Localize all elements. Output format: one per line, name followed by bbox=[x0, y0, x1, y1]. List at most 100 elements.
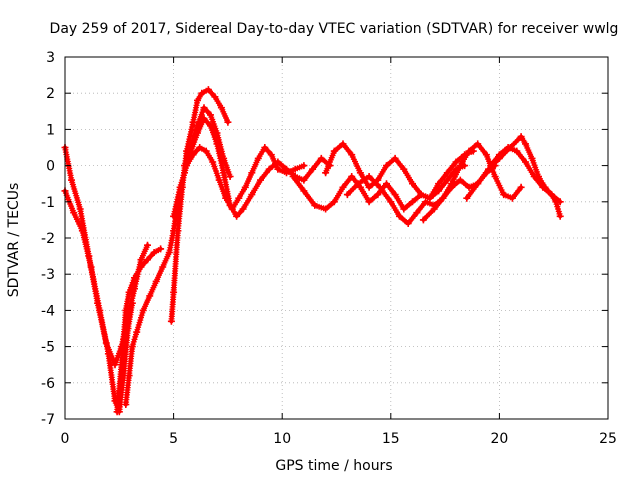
data-point bbox=[150, 249, 158, 256]
data-point bbox=[170, 288, 178, 296]
data-point bbox=[274, 158, 282, 166]
data-point bbox=[400, 205, 408, 213]
data-point bbox=[224, 118, 232, 126]
y-tick-label: -2 bbox=[41, 231, 55, 247]
data-point bbox=[254, 154, 262, 162]
data-point bbox=[181, 162, 188, 170]
data-point bbox=[422, 198, 430, 206]
series-track-m bbox=[487, 144, 564, 206]
data-point bbox=[330, 147, 338, 155]
data-point bbox=[513, 147, 521, 155]
data-point bbox=[194, 129, 201, 137]
data-point bbox=[339, 140, 347, 148]
data-point bbox=[356, 169, 364, 177]
series-markers bbox=[62, 187, 136, 415]
data-point bbox=[226, 173, 234, 180]
data-point bbox=[213, 140, 221, 148]
data-point bbox=[261, 144, 269, 151]
data-point bbox=[474, 140, 482, 148]
data-point bbox=[365, 198, 373, 206]
data-point bbox=[539, 183, 547, 191]
data-point bbox=[104, 350, 112, 358]
data-point bbox=[211, 93, 219, 101]
data-point bbox=[409, 198, 416, 206]
data-point bbox=[241, 183, 249, 191]
data-point bbox=[189, 118, 197, 126]
data-point bbox=[465, 183, 473, 191]
data-point bbox=[96, 306, 104, 314]
data-point bbox=[522, 158, 529, 166]
series-track-i bbox=[322, 140, 469, 202]
data-point bbox=[504, 144, 512, 151]
data-point bbox=[548, 191, 555, 199]
data-point bbox=[207, 111, 214, 119]
data-point bbox=[122, 306, 130, 314]
data-point bbox=[137, 256, 145, 264]
data-point bbox=[387, 198, 395, 206]
y-tick-label: 3 bbox=[46, 50, 55, 66]
data-point bbox=[348, 151, 356, 159]
data-point bbox=[167, 317, 175, 325]
data-point bbox=[226, 201, 234, 209]
data-point bbox=[289, 173, 297, 180]
data-point bbox=[157, 245, 165, 253]
chart-title: Day 259 of 2017, Sidereal Day-to-day VTE… bbox=[50, 21, 619, 37]
data-point bbox=[409, 180, 416, 188]
series-track-c bbox=[113, 245, 165, 416]
data-point bbox=[144, 256, 151, 264]
data-point bbox=[267, 151, 275, 159]
data-point bbox=[376, 183, 384, 191]
series-track bbox=[323, 141, 467, 201]
data-point bbox=[196, 144, 204, 151]
data-point bbox=[354, 180, 362, 188]
data-point bbox=[417, 191, 425, 199]
data-point bbox=[239, 205, 247, 213]
data-point bbox=[348, 173, 356, 180]
data-point bbox=[68, 176, 75, 184]
data-point bbox=[556, 212, 564, 220]
data-point bbox=[474, 180, 482, 188]
data-point bbox=[485, 165, 492, 173]
data-point bbox=[517, 133, 525, 141]
y-tick-label: 1 bbox=[46, 122, 55, 138]
series-markers bbox=[181, 115, 333, 220]
series-track-g bbox=[181, 115, 334, 220]
data-point bbox=[122, 401, 130, 408]
data-point bbox=[137, 263, 145, 271]
x-tick-label: 5 bbox=[169, 431, 178, 447]
data-point bbox=[456, 162, 464, 170]
y-tick-label: -7 bbox=[41, 412, 55, 428]
data-point bbox=[220, 169, 228, 177]
data-point bbox=[443, 169, 451, 177]
data-point bbox=[556, 198, 564, 206]
y-tick-label: -4 bbox=[41, 303, 55, 319]
data-point bbox=[291, 165, 299, 173]
data-point bbox=[365, 173, 373, 180]
data-point bbox=[78, 227, 86, 235]
grid bbox=[65, 57, 608, 419]
data-point bbox=[339, 183, 347, 191]
data-point bbox=[322, 169, 330, 177]
data-point bbox=[165, 249, 173, 256]
series-track-d bbox=[122, 104, 234, 408]
data-point bbox=[400, 165, 408, 173]
data-point bbox=[217, 104, 225, 112]
plot-frame bbox=[64, 56, 609, 420]
data-point bbox=[383, 180, 390, 188]
series-track-h bbox=[289, 147, 477, 213]
data-point bbox=[522, 140, 529, 148]
data-point bbox=[311, 201, 319, 209]
y-tick-label: 0 bbox=[46, 159, 55, 175]
x-tick-label: 25 bbox=[599, 431, 617, 447]
data-point bbox=[274, 165, 282, 173]
y-tick-label: -3 bbox=[41, 267, 55, 283]
data-point bbox=[233, 212, 241, 220]
data-point bbox=[448, 180, 456, 188]
data-point bbox=[87, 263, 95, 271]
series-track-j bbox=[343, 162, 499, 227]
data-point bbox=[204, 86, 212, 94]
data-point bbox=[435, 180, 443, 188]
data-point bbox=[383, 162, 390, 170]
data-point bbox=[330, 198, 338, 206]
series-track-k bbox=[419, 140, 525, 224]
